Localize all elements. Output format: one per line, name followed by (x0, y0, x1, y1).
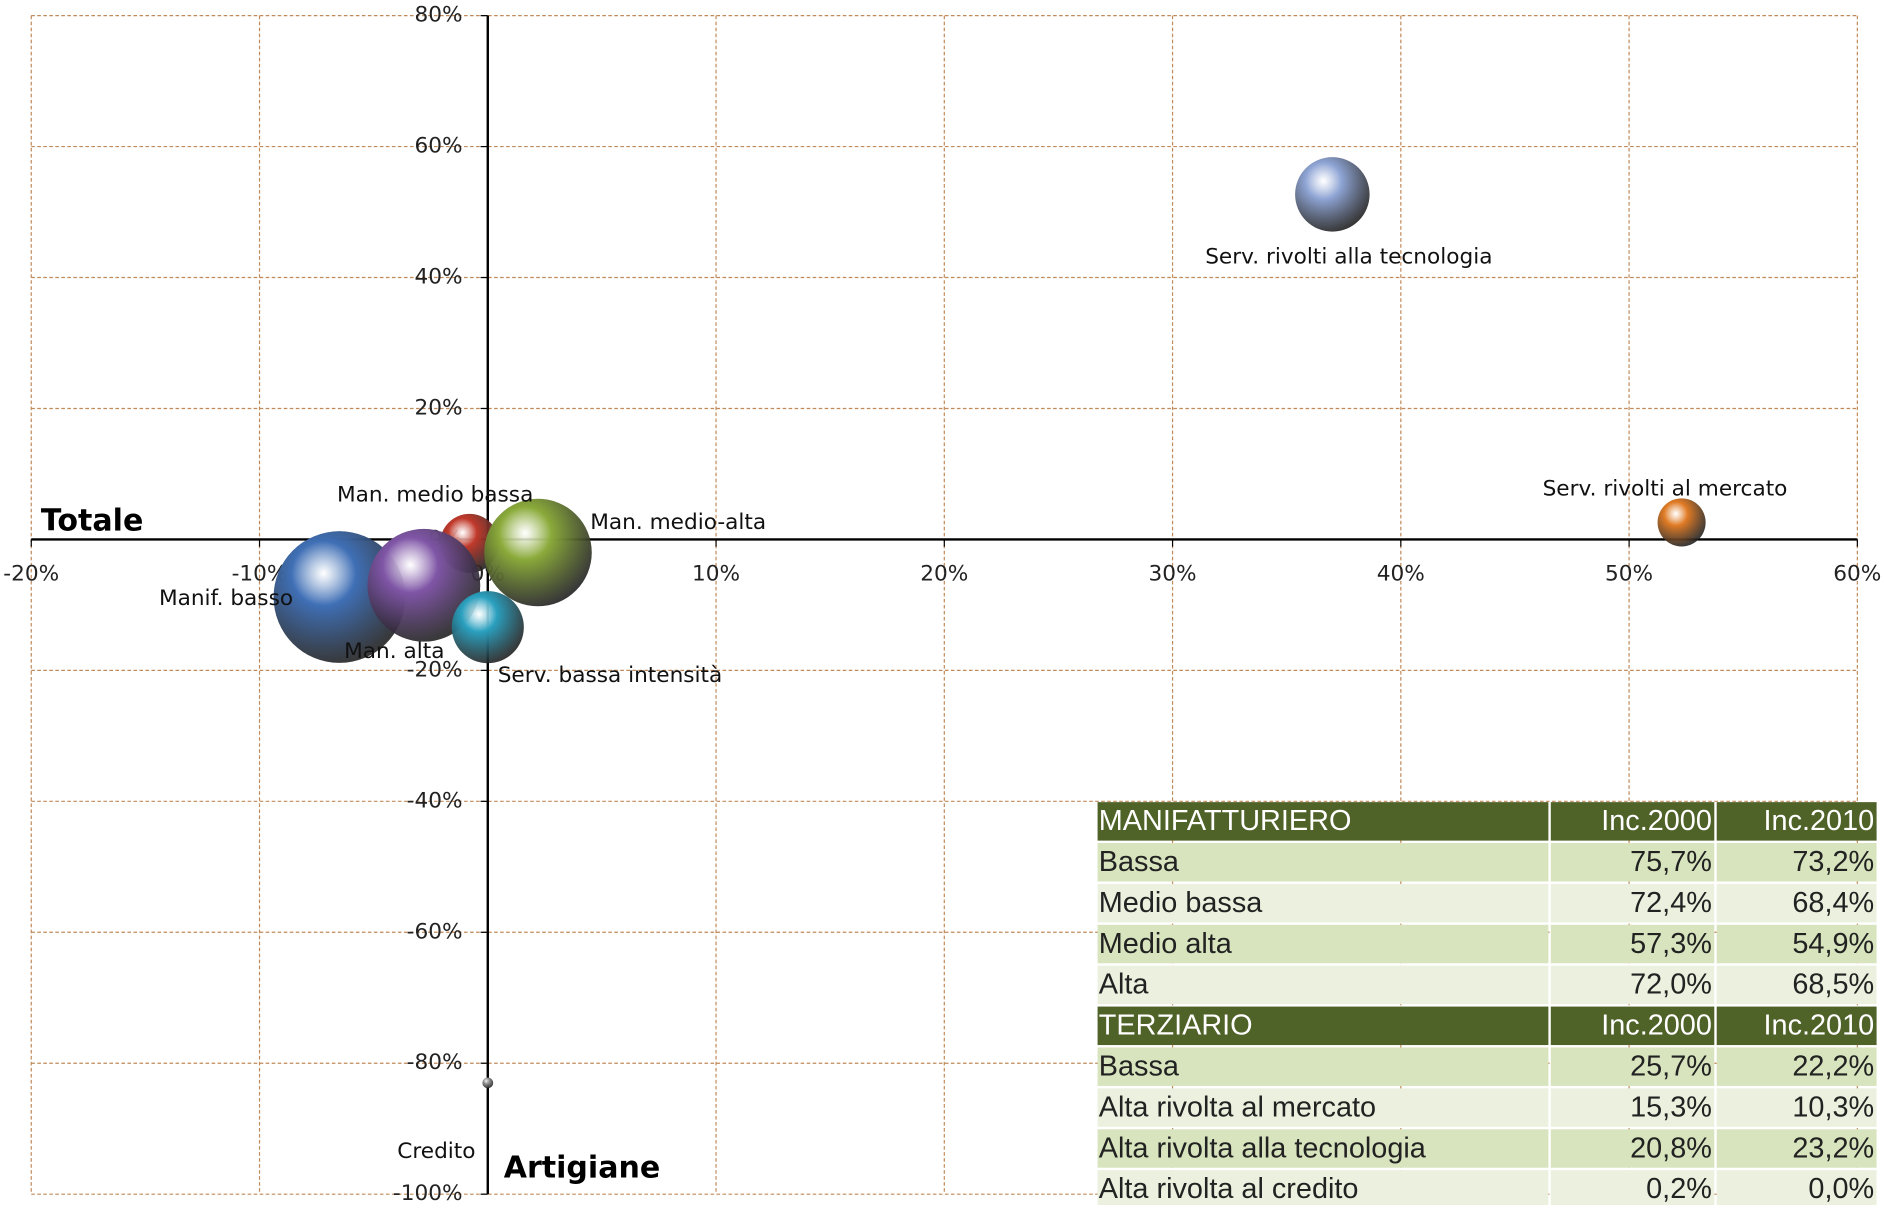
table-text: 73,2% (1792, 846, 1874, 878)
table-header-cell (1097, 802, 1549, 841)
table-cell (1716, 1047, 1877, 1086)
table-header-cell (1716, 1006, 1877, 1046)
table-text: 15,3% (1630, 1091, 1712, 1123)
x-tick-label: -20% (3, 561, 59, 586)
x-tick-label: 20% (920, 561, 968, 586)
table-text: 25,7% (1630, 1051, 1712, 1083)
y-tick-label: 40% (414, 265, 462, 290)
table-header-text: TERZIARIO (1099, 1010, 1253, 1042)
y-axis-title: Artigiane (504, 1150, 661, 1185)
bubble-label: Serv. rivolti alla tecnologia (1205, 244, 1492, 269)
x-tick-label: 60% (1833, 561, 1881, 586)
bubble-label: Manif. basso (159, 586, 293, 611)
table-cell (1716, 883, 1877, 923)
table-cell (1716, 924, 1877, 964)
bubble-label: Credito (397, 1139, 475, 1164)
y-tick-label: -40% (407, 788, 463, 813)
table-cell (1716, 1170, 1877, 1209)
table-text: Medio bassa (1099, 887, 1263, 919)
table-text: 20,8% (1630, 1132, 1712, 1164)
x-tick-label: 10% (692, 561, 740, 586)
table-header-cell (1097, 1006, 1549, 1046)
table-cell (1097, 1170, 1549, 1209)
table-cell (1097, 883, 1549, 923)
table-text: Bassa (1099, 1051, 1180, 1083)
bubble (367, 528, 481, 642)
bubble (1657, 498, 1706, 547)
table-cell (1097, 924, 1549, 964)
bubble-label: Serv. rivolti al mercato (1543, 476, 1788, 501)
y-tick-label: -60% (407, 919, 463, 944)
y-tick-label: 20% (414, 395, 462, 420)
table-cell (1550, 1047, 1715, 1086)
table-text: Alta rivolta al credito (1099, 1173, 1359, 1205)
x-tick-label: 40% (1377, 561, 1425, 586)
y-tick-label: 60% (414, 134, 462, 159)
y-tick-label: 80% (414, 3, 462, 28)
table-cell (1716, 1129, 1877, 1168)
bubble (1295, 157, 1370, 232)
table-cell (1550, 883, 1715, 923)
table-text: 68,4% (1792, 887, 1874, 919)
table-cell (1550, 1170, 1715, 1209)
table-header-text: MANIFATTURIERO (1099, 805, 1352, 837)
table-text: Medio alta (1099, 928, 1233, 960)
table-text: 72,0% (1630, 969, 1712, 1001)
table-text: Alta (1099, 969, 1150, 1001)
bubble (451, 591, 524, 664)
table-header-cell (1716, 802, 1877, 841)
table-text: 0,2% (1646, 1173, 1712, 1205)
table-text: 57,3% (1630, 928, 1712, 960)
table-text: 68,5% (1792, 969, 1874, 1001)
y-tick-label: -80% (407, 1050, 463, 1075)
table-cell (1097, 1047, 1549, 1086)
y-tick-label: -100% (393, 1181, 463, 1205)
table-cell (1097, 965, 1549, 1005)
table-cell (1716, 843, 1877, 882)
bubble-label: Man. medio bassa (337, 482, 533, 507)
table-header-text: Inc.2010 (1764, 805, 1875, 837)
bubble-label: Man. medio-alta (590, 510, 766, 535)
table-cell (1550, 924, 1715, 964)
table-header-text: Inc.2000 (1601, 805, 1712, 837)
table-text: 22,2% (1792, 1051, 1874, 1083)
table-cell (1716, 965, 1877, 1005)
x-tick-label: 30% (1149, 561, 1197, 586)
table-text: 10,3% (1792, 1091, 1874, 1123)
bubble-label: Serv. bassa intensità (498, 663, 723, 688)
table-cell (1550, 1129, 1715, 1168)
bubble (482, 1077, 494, 1089)
table-text: 72,4% (1630, 887, 1712, 919)
x-axis-title: Totale (41, 503, 143, 538)
x-tick-label: 50% (1605, 561, 1653, 586)
table-cell (1550, 843, 1715, 882)
table-text: 0,0% (1808, 1173, 1874, 1205)
table-cell (1716, 1088, 1877, 1127)
table-header-cell (1550, 802, 1715, 841)
bubble-label: Man. alta (344, 639, 444, 664)
table-text: 54,9% (1792, 928, 1874, 960)
table-text: Alta rivolta al mercato (1099, 1091, 1376, 1123)
table-header-text: Inc.2000 (1601, 1010, 1712, 1042)
table-cell (1097, 1129, 1549, 1168)
table-text: 23,2% (1792, 1132, 1874, 1164)
table-cell (1550, 1088, 1715, 1127)
table-text: 75,7% (1630, 846, 1712, 878)
table-header-cell (1550, 1006, 1715, 1046)
table-cell (1097, 1088, 1549, 1127)
table-header-text: Inc.2010 (1764, 1010, 1875, 1042)
table-cell (1097, 843, 1549, 882)
table-text: Alta rivolta alla tecnologia (1099, 1132, 1427, 1164)
bubble (484, 498, 592, 607)
y-tick-label: -20% (407, 657, 463, 682)
table-cell (1550, 965, 1715, 1005)
table-text: Bassa (1099, 846, 1180, 878)
